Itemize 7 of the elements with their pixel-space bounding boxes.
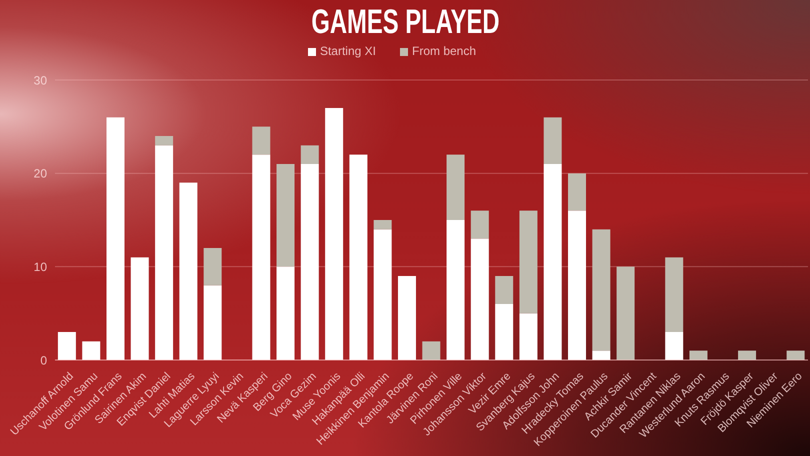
y-tick-label: 20 (34, 166, 48, 181)
y-tick-label: 30 (34, 73, 48, 88)
y-tick-label: 0 (40, 353, 48, 368)
y-tick-label: 10 (34, 260, 48, 274)
legend-label: From bench (412, 44, 476, 58)
chart-title: GAMES PLAYED (310, 2, 500, 42)
legend-label: Starting XI (320, 44, 376, 58)
